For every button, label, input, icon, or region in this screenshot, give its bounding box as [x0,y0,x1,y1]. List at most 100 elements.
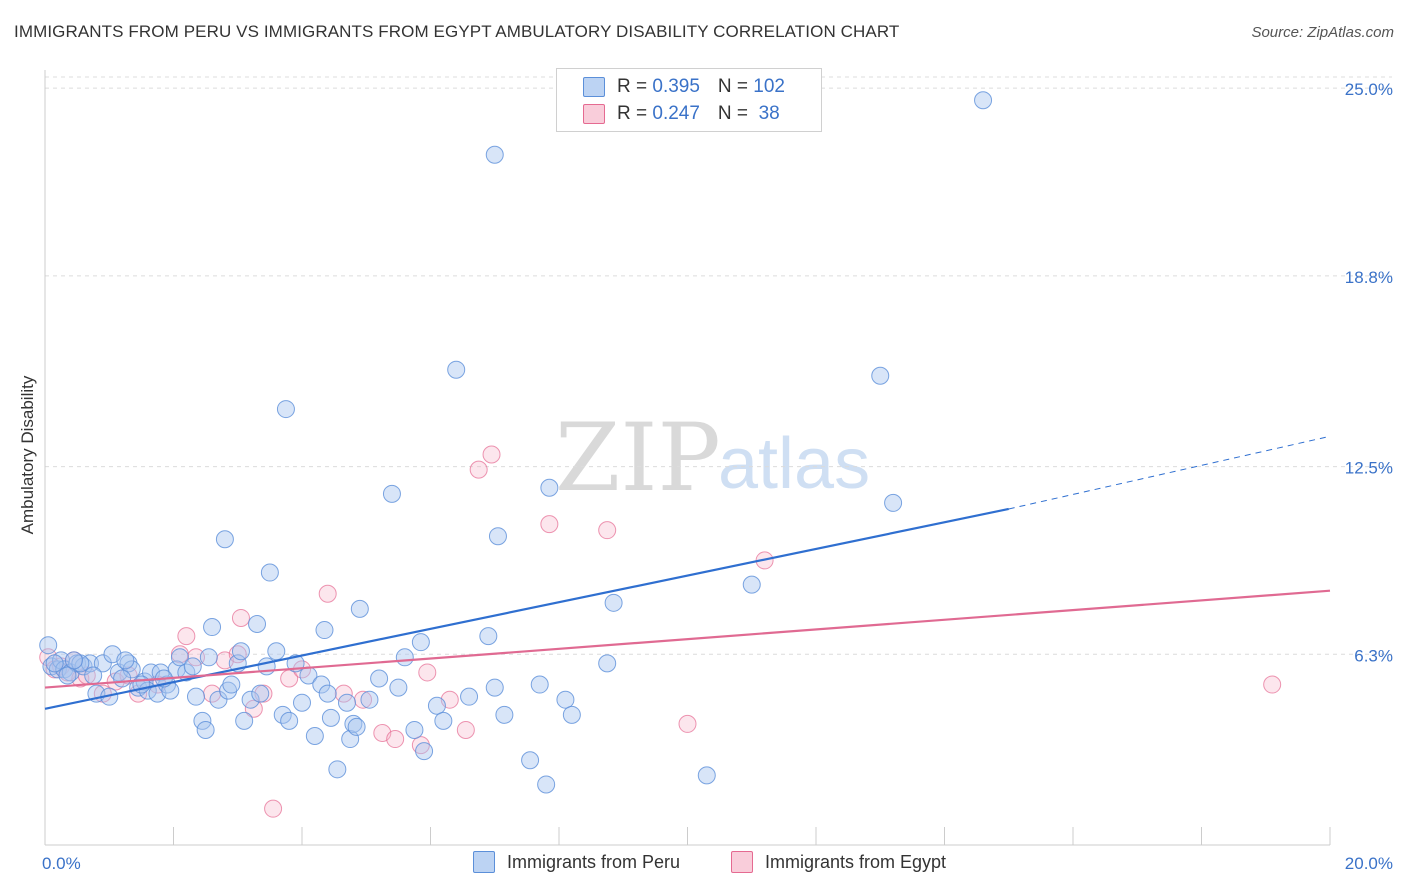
x-tick-label: 0.0% [42,854,81,873]
point-peru [495,705,514,724]
y-axis-label: Ambulatory Disability [18,375,37,535]
point-peru [116,651,135,670]
point-peru [540,478,559,497]
point-peru [58,666,77,685]
point-peru [318,684,337,703]
point-peru [562,705,581,724]
point-peru [248,615,267,634]
legend-n-value: 102 [753,76,785,97]
point-peru [530,675,549,694]
point-peru [488,527,507,546]
point-peru [209,690,228,709]
point-peru [395,648,414,667]
point-peru [742,575,761,594]
tick-labels: 6.3% 12.5% 18.8% 25.0% 0.0% 20.0% [42,80,1393,873]
point-egypt [469,460,488,479]
axes [44,70,1331,846]
bottom-legend-label-egypt: Immigrants from Egypt [765,851,947,872]
point-peru [64,651,83,670]
correlation-legend: R = 0.395 N = 102 R = 0.247 N = 38 [556,68,822,132]
point-peru [411,633,430,652]
point-peru [447,360,466,379]
point-peru [196,720,215,739]
watermark-zip: ZIP [555,404,721,513]
bottom-legend-swatch-peru [473,851,495,873]
point-peru [203,618,222,637]
grid-lines [45,76,1392,655]
point-egypt [228,645,247,664]
point-peru [521,751,540,770]
point-peru [427,696,446,715]
legend-row-peru: R = 0.395 N = 102 [583,74,785,100]
point-egypt [540,515,559,534]
point-peru [347,717,366,736]
point-egypt [418,663,437,682]
point-peru [434,711,453,730]
legend-n-label: N = [717,76,754,97]
point-peru [604,593,623,612]
legend-n-label: N = [717,103,754,124]
point-egypt [318,584,337,603]
point-peru [537,775,556,794]
point-egypt [598,521,617,540]
legend-r-value: 0.247 [652,103,700,124]
point-peru [328,760,347,779]
y-tick-label: 6.3% [1354,646,1393,665]
point-peru [382,484,401,503]
point-peru [122,660,141,679]
chart-title: IMMIGRANTS FROM PERU VS IMMIGRANTS FROM … [14,22,900,41]
regression-line-peru [44,507,1009,710]
point-peru [293,693,311,712]
point-peru [360,690,379,709]
legend-n-value: 38 [753,103,780,124]
point-egypt [264,799,283,818]
point-peru [251,684,270,703]
point-peru [405,720,424,739]
watermark: ZIP atlas [555,404,870,513]
point-peru [556,690,575,709]
bottom-legend-swatch-egypt [731,851,753,873]
legend-r-value: 0.395 [652,76,700,97]
point-peru [697,766,716,785]
point-peru [215,530,234,549]
regression-line-egypt [44,589,1331,689]
point-peru [199,648,218,667]
y-tick-label: 25.0% [1345,80,1393,99]
point-peru [344,714,363,733]
regression-lines [44,435,1331,710]
point-egypt [231,608,250,627]
point-peru [183,657,202,676]
point-peru [485,678,504,697]
point-egypt [482,445,501,464]
point-peru [93,654,112,673]
point-peru [45,654,64,673]
watermark-atlas: atlas [718,424,870,504]
x-tick-label: 20.0% [1345,854,1393,873]
regression-extension-peru [1008,435,1331,510]
point-egypt [386,730,405,749]
point-peru [415,742,434,761]
legend-swatch-egypt [583,104,605,124]
bottom-legend-egypt: Immigrants from Egypt [731,851,946,873]
point-peru [170,648,189,667]
point-peru [113,669,132,688]
point-peru [186,687,205,706]
point-peru [460,687,479,706]
point-peru [598,654,617,673]
point-peru [871,366,890,385]
point-peru [884,493,903,512]
point-peru [479,627,498,646]
legend-r-label: R = [617,76,653,97]
point-peru [84,666,103,685]
point-peru [350,599,369,618]
source-label: Source: ZipAtlas.com [1251,24,1394,41]
data-points [39,91,1282,818]
point-peru [315,621,334,640]
y-tick-label: 18.8% [1345,268,1393,287]
point-peru [235,711,254,730]
point-peru [485,145,504,164]
point-peru [337,693,356,712]
point-egypt [456,720,475,739]
point-peru [276,400,295,419]
